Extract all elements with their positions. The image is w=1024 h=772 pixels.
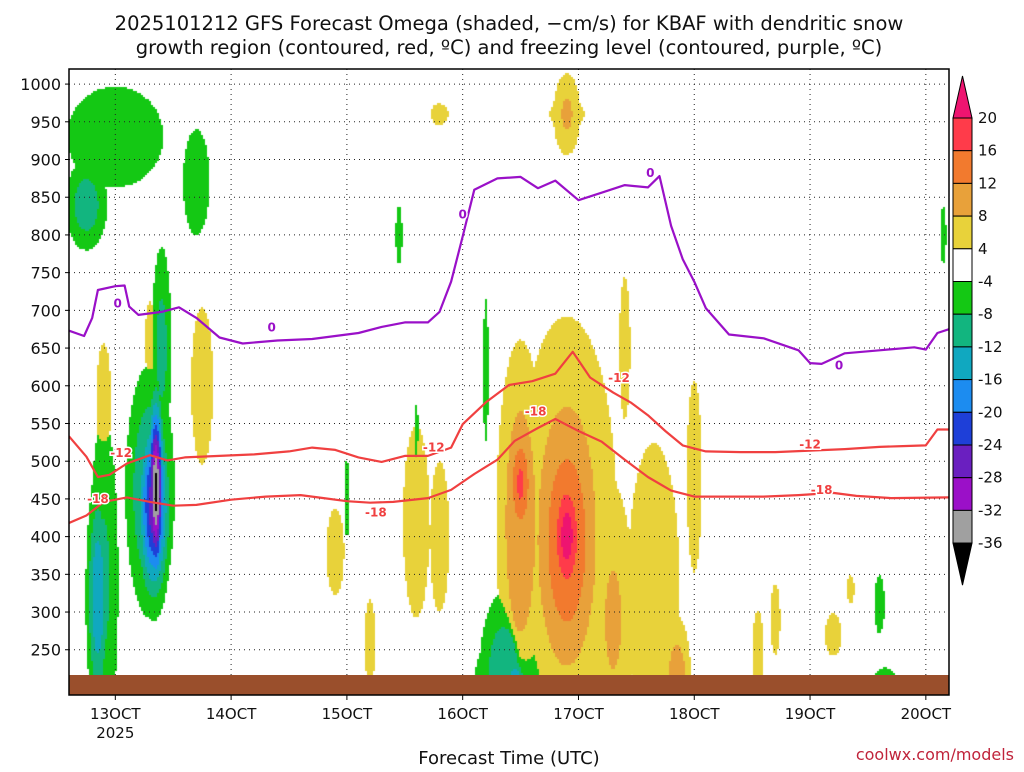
colorbar-tick-label: -24 [978,436,1003,454]
contour-label: 0 [835,358,843,372]
colorbar-swatch [952,248,973,283]
colorbar: 20 16 12 8 4 -4 -8 -12 -16 -20 -24 -28 -32 -36 [952,75,1003,586]
contour-label: -18 [87,492,109,506]
contour-label: -12 [608,371,630,385]
x-axis-title: Forecast Time (UTC) [418,748,599,768]
contour-label: -18 [525,404,547,418]
colorbar-tick-label: 20 [978,109,997,127]
colorbar-tick-label: -12 [978,338,1003,356]
contour-label: -12 [423,441,445,455]
y-tick-label: 800 [30,226,61,245]
colorbar-tick-label: -28 [978,469,1003,487]
colorbar-tick-label: -32 [978,501,1003,519]
contour-label: 0 [113,297,121,311]
contour-label: 0 [267,321,275,335]
colorbar-swatch [952,182,973,217]
colorbar-tick-label: -4 [978,273,993,291]
colorbar-swatch [952,444,973,479]
contour-label: -12 [110,446,132,460]
x-tick-label: 18OCT [669,705,720,723]
y-tick-label: 700 [30,301,61,320]
x-tick-label: 16OCT [437,705,488,723]
colorbar-swatch [952,411,973,446]
y-tick-label: 950 [30,113,61,132]
chart-title-line-1: 2025101212 GFS Forecast Omega (shaded, −… [115,12,904,35]
contour-line-dgz-minus18 [69,417,949,525]
colorbar-swatch [952,117,973,152]
chart-title-line-2: growth region (contoured, red, ºC) and f… [136,36,883,59]
colorbar-tick-label: -8 [978,305,993,323]
contour-label: 0 [459,208,467,222]
colorbar-tick-label: -16 [978,371,1003,389]
contour-label: -18 [811,483,833,497]
colorbar-swatch [952,150,973,184]
y-tick-label: 600 [30,377,61,396]
colorbar-swatch [952,313,973,348]
contour-line-freezing-level [69,175,949,365]
credit-text: coolwx.com/models [856,745,1014,764]
y-tick-label: 650 [30,339,61,358]
ground-layer [69,675,949,695]
colorbar-tick-label: 8 [978,207,988,225]
y-tick-label: 900 [30,151,61,170]
y-tick-label: 750 [30,264,61,283]
x-tick-label: 20OCT [901,705,952,723]
colorbar-swatch [952,281,973,315]
contour-label: -12 [799,438,821,452]
x-tick-label: 13OCT [90,705,141,723]
y-tick-label: 550 [30,414,61,433]
colorbar-bottom-arrow [952,542,973,586]
plot-frame [68,68,950,696]
colorbar-swatch [952,509,973,544]
colorbar-swatch [952,379,973,413]
contour-label: -18 [365,505,387,519]
y-tick-label: 250 [30,641,61,660]
y-tick-label: 400 [30,528,61,547]
colorbar-tick-label: -20 [978,403,1003,421]
y-tick-label: 500 [30,452,61,471]
contour-line-dgz-minus12 [69,350,949,479]
omega-shading [69,69,949,695]
x-tick-label: 15OCT [322,705,373,723]
colorbar-tick-label: 4 [978,240,988,258]
y-tick-label: 300 [30,603,61,622]
colorbar-swatch [952,215,973,250]
y-tick-label: 450 [30,490,61,509]
x-tick-year-label: 2025 [96,724,134,742]
colorbar-swatch [952,346,973,381]
x-tick-label: 14OCT [206,705,257,723]
colorbar-tick-label: 16 [978,142,997,160]
contour-layer: -18 -18 -18 -18 -12 -12 -12 -12 0 0 0 0 0 [69,165,949,525]
y-tick-label: 1000 [20,75,61,94]
colorbar-top-arrow [952,75,973,119]
colorbar-swatch [952,477,973,511]
x-tick-label: 19OCT [785,705,836,723]
contour-label: 0 [646,166,654,180]
y-tick-label: 850 [30,188,61,207]
y-axis-ticks: 250 300 350 400 450 500 550 600 650 700 750 800 850 9… [20,75,69,660]
x-tick-label: 17OCT [553,705,604,723]
colorbar-tick-label: 12 [978,174,997,192]
colorbar-tick-label: -36 [978,534,1003,552]
y-tick-label: 350 [30,565,61,584]
